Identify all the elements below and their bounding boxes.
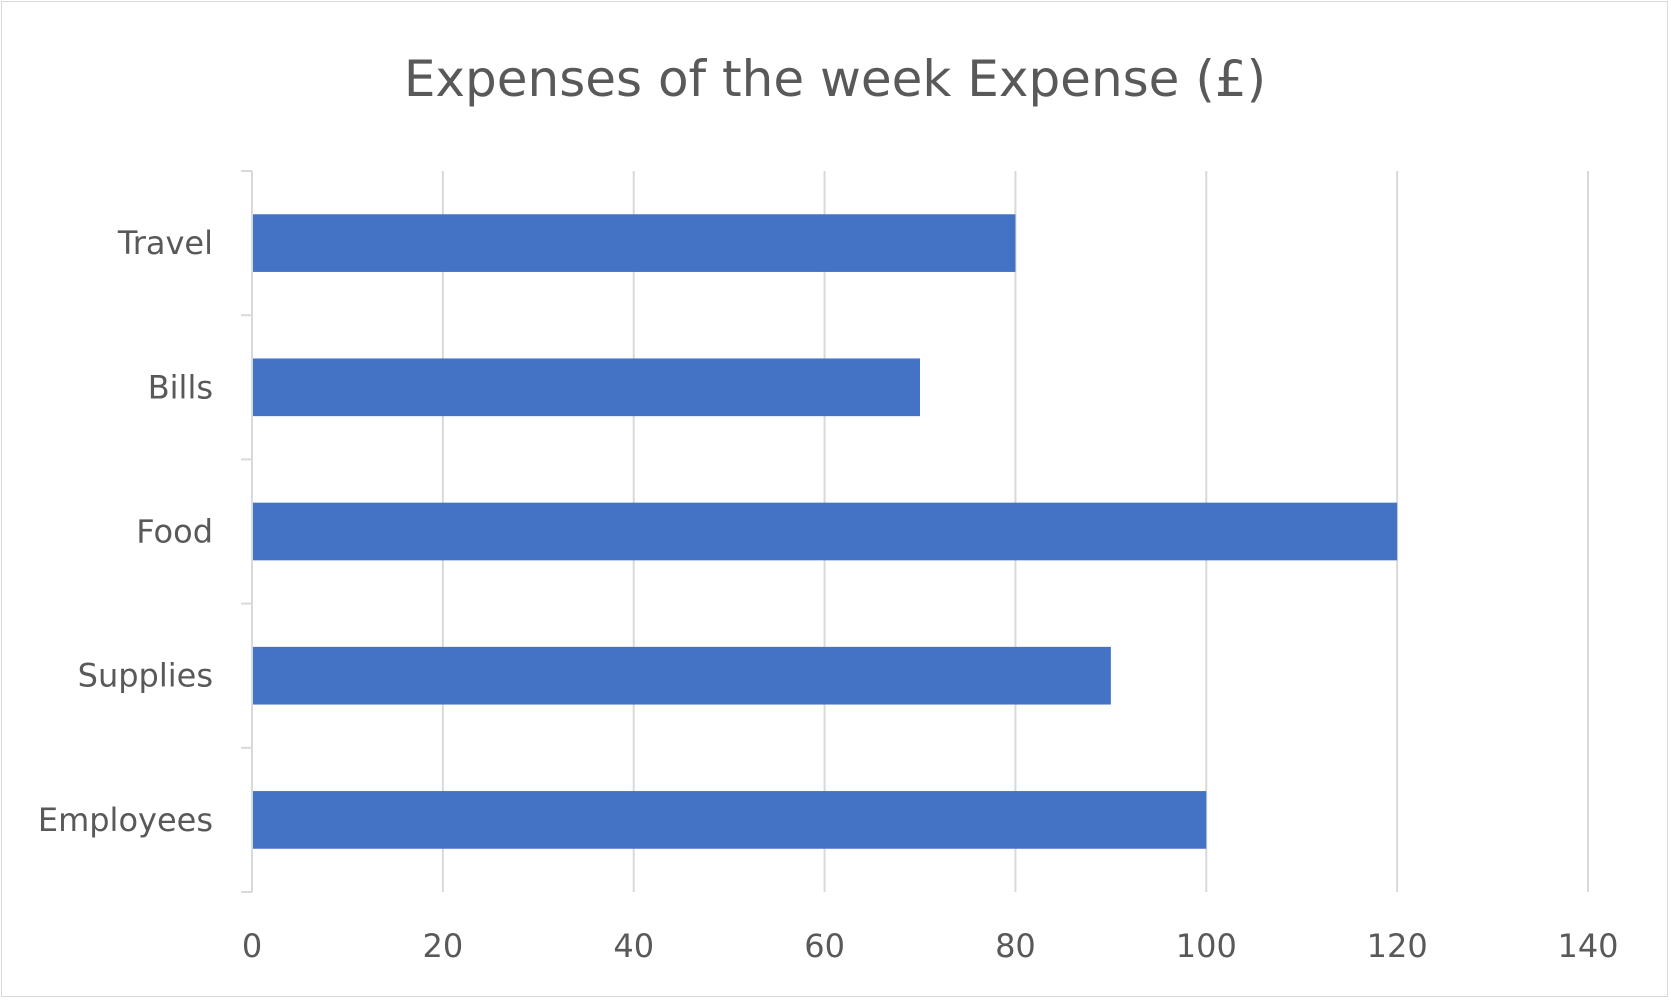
x-tick-label-0: 0 (242, 927, 262, 965)
x-tick-label-20: 20 (422, 927, 463, 965)
category-label-supplies: Supplies (78, 657, 213, 695)
category-labels: Employees Supplies Food Bills Travel (38, 224, 213, 839)
bar-travel (252, 214, 1016, 272)
bar-food (252, 502, 1398, 561)
x-tick-label-120: 120 (1367, 927, 1428, 965)
x-tick-label-60: 60 (804, 927, 845, 965)
x-tick-label-80: 80 (995, 927, 1036, 965)
bars (252, 214, 1398, 849)
x-tick-label-140: 140 (1557, 927, 1618, 965)
bar-bills (252, 358, 920, 417)
bar-supplies (252, 646, 1111, 705)
category-label-food: Food (136, 513, 213, 551)
x-tick-label-100: 100 (1176, 927, 1237, 965)
value-axis-labels: 0 20 40 60 80 100 120 140 (242, 927, 1619, 965)
category-label-employees: Employees (38, 801, 213, 839)
category-label-bills: Bills (148, 368, 213, 406)
x-tick-label-40: 40 (613, 927, 654, 965)
category-axis (241, 170, 253, 893)
bar-employees (252, 791, 1207, 849)
category-label-travel: Travel (117, 224, 213, 262)
chart-title: Expenses of the week Expense (£) (404, 50, 1266, 108)
